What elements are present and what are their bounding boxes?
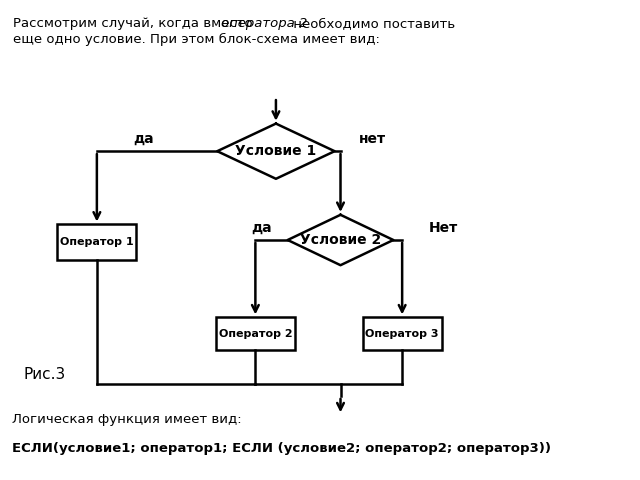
Bar: [57, 225, 136, 260]
Text: необходимо поставить: необходимо поставить: [289, 17, 456, 30]
Text: Нет: Нет: [429, 221, 458, 235]
Text: Логическая функция имеет вид:: Логическая функция имеет вид:: [12, 413, 241, 427]
Text: оператора 2: оператора 2: [221, 17, 307, 30]
Text: да: да: [251, 221, 271, 235]
Text: ЕСЛИ(условие1; оператор1; ЕСЛИ (условие2; оператор2; оператор3)): ЕСЛИ(условие1; оператор1; ЕСЛИ (условие2…: [12, 442, 551, 456]
Text: Оператор 1: Оператор 1: [60, 238, 134, 247]
Text: Условие 2: Условие 2: [300, 233, 381, 247]
Text: Рассмотрим случай, когда вместо: Рассмотрим случай, когда вместо: [13, 17, 257, 30]
Bar: [216, 317, 295, 350]
Text: еще одно условие. При этом блок-схема имеет вид:: еще одно условие. При этом блок-схема им…: [13, 33, 380, 46]
Text: Оператор 3: Оператор 3: [365, 329, 439, 338]
Text: Оператор 2: Оператор 2: [219, 329, 292, 338]
Text: Условие 1: Условие 1: [236, 144, 317, 158]
Bar: [362, 317, 442, 350]
Text: Рис.3: Рис.3: [24, 367, 66, 382]
Text: да: да: [134, 132, 154, 146]
Text: нет: нет: [359, 132, 387, 146]
